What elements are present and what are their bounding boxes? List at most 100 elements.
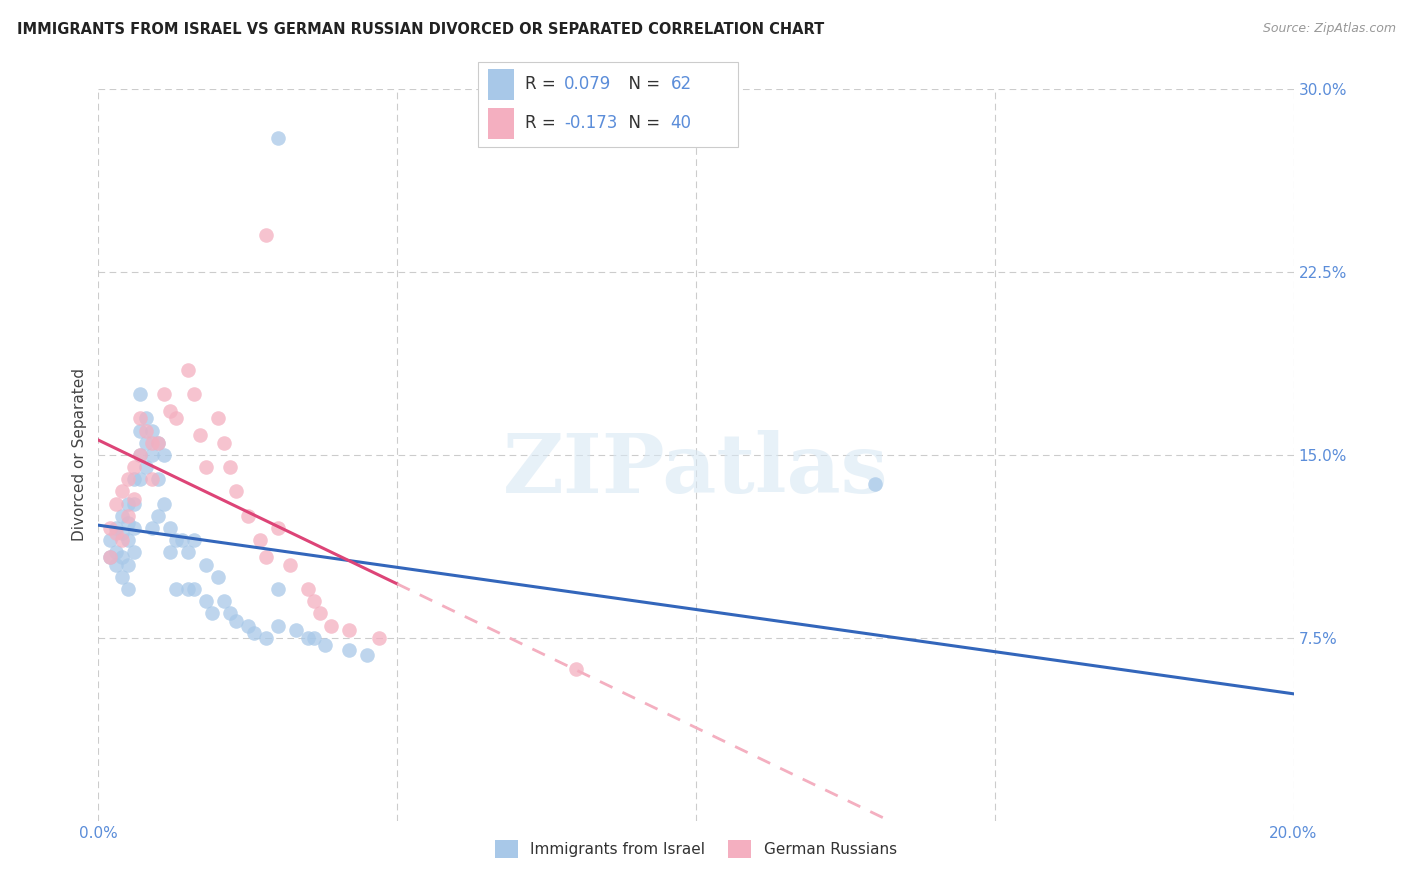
Point <box>129 424 152 438</box>
Point <box>195 558 218 572</box>
Text: ZIPatlas: ZIPatlas <box>503 430 889 509</box>
Point <box>129 387 152 401</box>
Point <box>153 448 176 462</box>
Point <box>254 550 277 565</box>
Point <box>100 533 122 548</box>
Point <box>105 558 128 572</box>
Point <box>117 472 139 486</box>
Point <box>129 448 152 462</box>
Point <box>297 582 319 596</box>
Point <box>124 497 146 511</box>
Point <box>124 460 146 475</box>
Point <box>315 638 337 652</box>
Point <box>135 460 157 475</box>
Point <box>183 533 205 548</box>
Point <box>117 508 139 523</box>
Bar <box>488 108 515 139</box>
Point <box>141 435 163 450</box>
Point <box>159 545 181 559</box>
Point <box>159 404 181 418</box>
Point <box>117 516 139 531</box>
Legend: Immigrants from Israel, German Russians: Immigrants from Israel, German Russians <box>489 834 903 864</box>
Point <box>183 387 205 401</box>
Point <box>117 533 139 548</box>
Point <box>212 594 235 608</box>
Point <box>165 582 187 596</box>
Point <box>148 508 170 523</box>
Point <box>141 521 163 535</box>
Bar <box>488 70 515 100</box>
Point <box>148 435 170 450</box>
Point <box>135 424 157 438</box>
Point <box>207 570 229 584</box>
Point <box>267 131 290 145</box>
Point <box>141 472 163 486</box>
Point <box>302 594 325 608</box>
Point <box>124 545 146 559</box>
Text: 40: 40 <box>671 114 692 132</box>
Point <box>356 648 378 662</box>
Point <box>201 607 224 621</box>
Point <box>254 228 277 243</box>
Point <box>148 435 170 450</box>
Point <box>105 497 128 511</box>
Point <box>212 435 235 450</box>
Point <box>177 582 200 596</box>
Point <box>565 663 588 677</box>
Point <box>236 508 259 523</box>
Point <box>172 533 194 548</box>
Point <box>225 484 247 499</box>
Point <box>177 545 200 559</box>
Point <box>165 411 187 425</box>
Point <box>225 614 247 628</box>
Point <box>159 521 181 535</box>
Point <box>195 460 218 475</box>
Point <box>117 497 139 511</box>
Point <box>135 411 157 425</box>
Point <box>111 533 134 548</box>
Point <box>368 631 391 645</box>
Point <box>100 550 122 565</box>
Point <box>141 424 163 438</box>
Point <box>254 631 277 645</box>
Point <box>165 533 187 548</box>
Point <box>236 618 259 632</box>
Text: N =: N = <box>619 114 666 132</box>
Point <box>297 631 319 645</box>
Point <box>100 550 122 565</box>
Point <box>135 435 157 450</box>
Text: 0.079: 0.079 <box>564 76 612 94</box>
Point <box>284 624 307 638</box>
Text: R =: R = <box>524 76 561 94</box>
Point <box>129 472 152 486</box>
Point <box>105 521 128 535</box>
Point <box>153 387 176 401</box>
Point <box>219 607 242 621</box>
Point <box>124 472 146 486</box>
Text: N =: N = <box>619 76 666 94</box>
Point <box>865 477 887 491</box>
Point <box>321 618 343 632</box>
Point <box>267 582 290 596</box>
Point <box>105 545 128 559</box>
Point <box>302 631 325 645</box>
Point <box>111 508 134 523</box>
Point <box>339 624 360 638</box>
Text: IMMIGRANTS FROM ISRAEL VS GERMAN RUSSIAN DIVORCED OR SEPARATED CORRELATION CHART: IMMIGRANTS FROM ISRAEL VS GERMAN RUSSIAN… <box>17 22 824 37</box>
Point <box>111 550 134 565</box>
Point <box>124 491 146 506</box>
Point <box>117 558 139 572</box>
Point <box>278 558 301 572</box>
Point <box>129 448 152 462</box>
Point <box>111 484 134 499</box>
Point <box>100 521 122 535</box>
Point <box>105 525 128 540</box>
Point <box>195 594 218 608</box>
Point <box>183 582 205 596</box>
Text: R =: R = <box>524 114 561 132</box>
Text: -0.173: -0.173 <box>564 114 617 132</box>
Text: Source: ZipAtlas.com: Source: ZipAtlas.com <box>1263 22 1396 36</box>
Point <box>124 521 146 535</box>
Point <box>207 411 229 425</box>
Point <box>177 362 200 376</box>
